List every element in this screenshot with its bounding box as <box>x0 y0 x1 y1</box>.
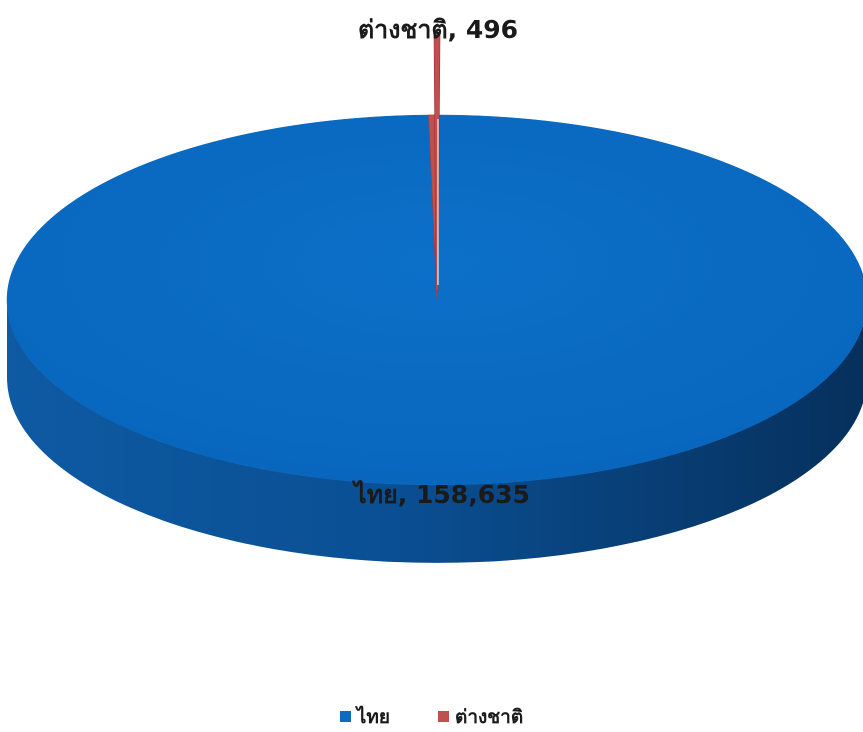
pie-side-band <box>7 300 863 563</box>
legend-swatch-foreign <box>438 711 449 722</box>
pie-slice-thai <box>6 114 863 486</box>
data-label-foreign: ต่างชาติ, 496 <box>358 15 518 44</box>
legend-label-foreign: ต่างชาติ <box>455 705 524 728</box>
legend-swatch-thai <box>339 711 351 722</box>
pie-group: ไทย, 158,635 ต่างชาติ, 496 <box>6 15 863 563</box>
legend-item-thai: ไทย <box>339 702 390 732</box>
legend: ไทย ต่างชาติ <box>0 704 863 729</box>
legend-item-foreign: ต่างชาติ <box>438 702 523 732</box>
data-label-thai: ไทย, 158,635 <box>351 479 530 509</box>
legend-label-thai: ไทย <box>356 705 390 728</box>
